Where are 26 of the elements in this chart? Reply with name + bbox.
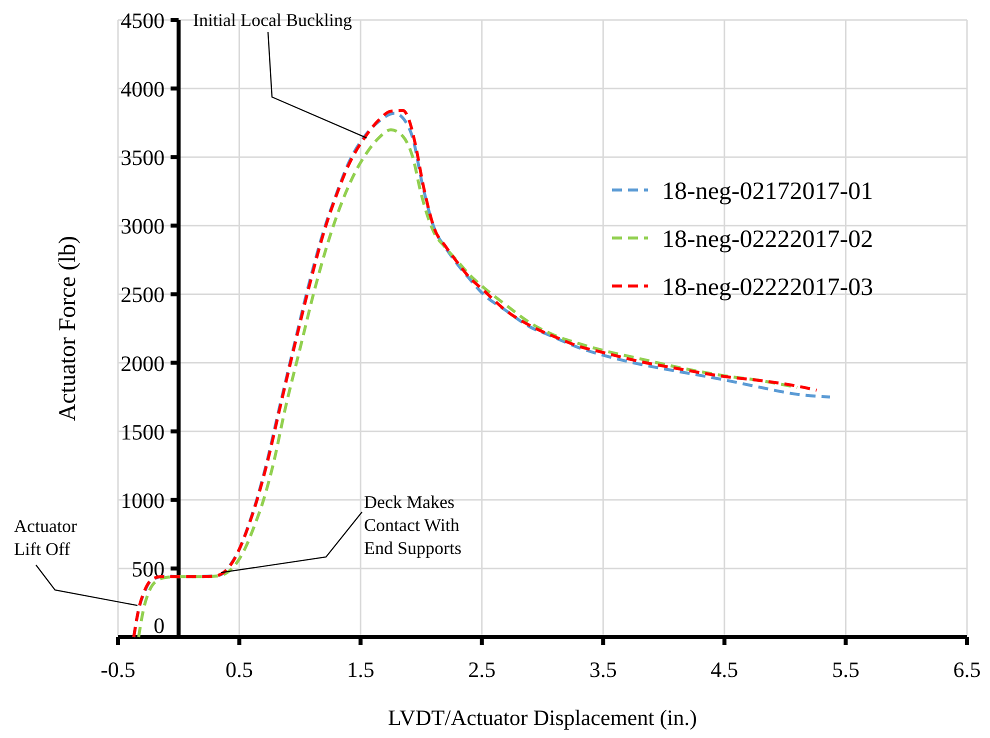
x-tick-label: -0.5: [100, 657, 136, 682]
y-tick-label: 500: [132, 556, 165, 582]
x-tick-label: 2.5: [468, 657, 496, 682]
y-axis-title: Actuator Force (lb): [55, 236, 81, 422]
y-tick-label: 0: [154, 613, 165, 638]
legend-label: 18-neg-02172017-01: [662, 178, 874, 205]
x-tick-label: 1.5: [346, 657, 374, 682]
annotation: Actuator Lift Off: [14, 516, 77, 559]
y-tick-label: 1000: [120, 488, 165, 513]
legend-label: 18-neg-02222017-02: [662, 226, 874, 253]
annotation: Initial Local Buckling: [193, 10, 352, 30]
annotation: Deck Makes Contact With End Supports: [364, 492, 462, 558]
y-tick-label: 3500: [120, 145, 165, 170]
legend-label: 18-neg-02222017-03: [662, 274, 874, 301]
y-tick-label: 1500: [120, 419, 165, 444]
x-tick-label: 6.5: [953, 657, 981, 682]
x-tick-label: 3.5: [589, 657, 617, 682]
x-tick-label: 5.5: [832, 657, 860, 682]
y-tick-label: 2000: [120, 350, 165, 376]
x-tick-label: 0.5: [226, 657, 254, 682]
x-axis-title: LVDT/Actuator Displacement (in.): [388, 705, 697, 730]
y-tick-label: 3000: [120, 214, 165, 239]
y-tick-label: 2500: [120, 282, 165, 308]
x-tick-label: 4.5: [710, 657, 738, 682]
y-tick-label: 4500: [120, 8, 165, 33]
y-tick-label: 4000: [120, 76, 165, 102]
